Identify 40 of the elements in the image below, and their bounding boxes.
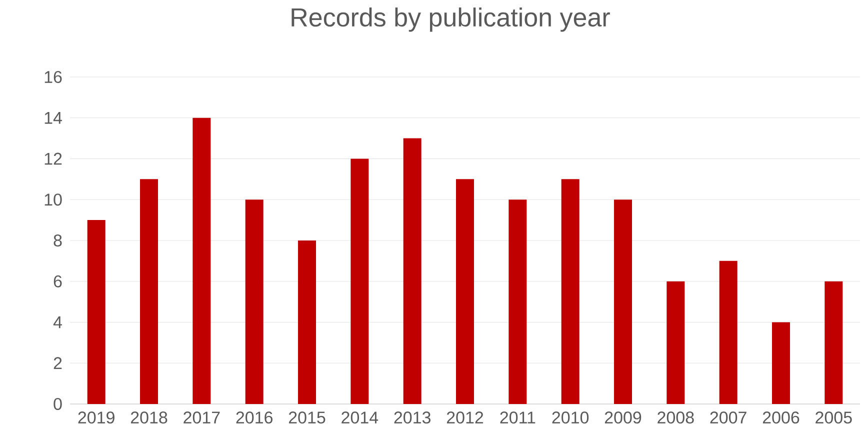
x-tick-label: 2017 xyxy=(184,412,220,424)
bar xyxy=(140,179,158,404)
y-tick-label: 4 xyxy=(53,316,62,328)
x-tick-label: 2007 xyxy=(710,412,746,424)
bar xyxy=(561,179,580,404)
y-tick-label: 16 xyxy=(44,70,62,84)
y-tick-label: 10 xyxy=(44,194,62,206)
bar xyxy=(456,179,474,404)
bar xyxy=(350,158,369,404)
x-tick-label: 2015 xyxy=(288,412,326,424)
x-tick-label: 2011 xyxy=(500,412,536,424)
x-tick-label: 2018 xyxy=(130,412,168,424)
x-tick-label: 2006 xyxy=(762,412,800,424)
x-tick-label: 2016 xyxy=(236,412,272,424)
bar xyxy=(666,281,685,404)
bar xyxy=(824,281,843,404)
chart-title: Records by publication year xyxy=(292,8,610,32)
bar xyxy=(614,200,632,404)
y-tick-label: 14 xyxy=(44,112,62,124)
x-tick-label: 2008 xyxy=(658,412,694,424)
bar xyxy=(87,220,106,404)
y-tick-label: 2 xyxy=(54,357,62,370)
x-tick-label: 2013 xyxy=(394,412,430,424)
y-tick-label: 8 xyxy=(54,234,62,247)
y-tick-label: 0 xyxy=(54,398,62,410)
x-tick-label: 2010 xyxy=(552,412,589,424)
bar xyxy=(192,118,211,404)
bar xyxy=(772,322,790,404)
bar xyxy=(719,260,738,404)
x-tick-label: 2019 xyxy=(78,412,114,424)
bar xyxy=(403,138,422,404)
y-tick-label: 12 xyxy=(44,152,62,165)
x-tick-label: 2012 xyxy=(446,412,484,424)
x-tick-label: 2005 xyxy=(816,412,852,424)
bar xyxy=(298,240,316,404)
y-tick-label: 6 xyxy=(54,275,62,288)
bar xyxy=(508,200,527,404)
x-tick-label: 2009 xyxy=(604,412,642,424)
x-tick-label: 2014 xyxy=(342,412,378,424)
bar xyxy=(245,200,264,404)
